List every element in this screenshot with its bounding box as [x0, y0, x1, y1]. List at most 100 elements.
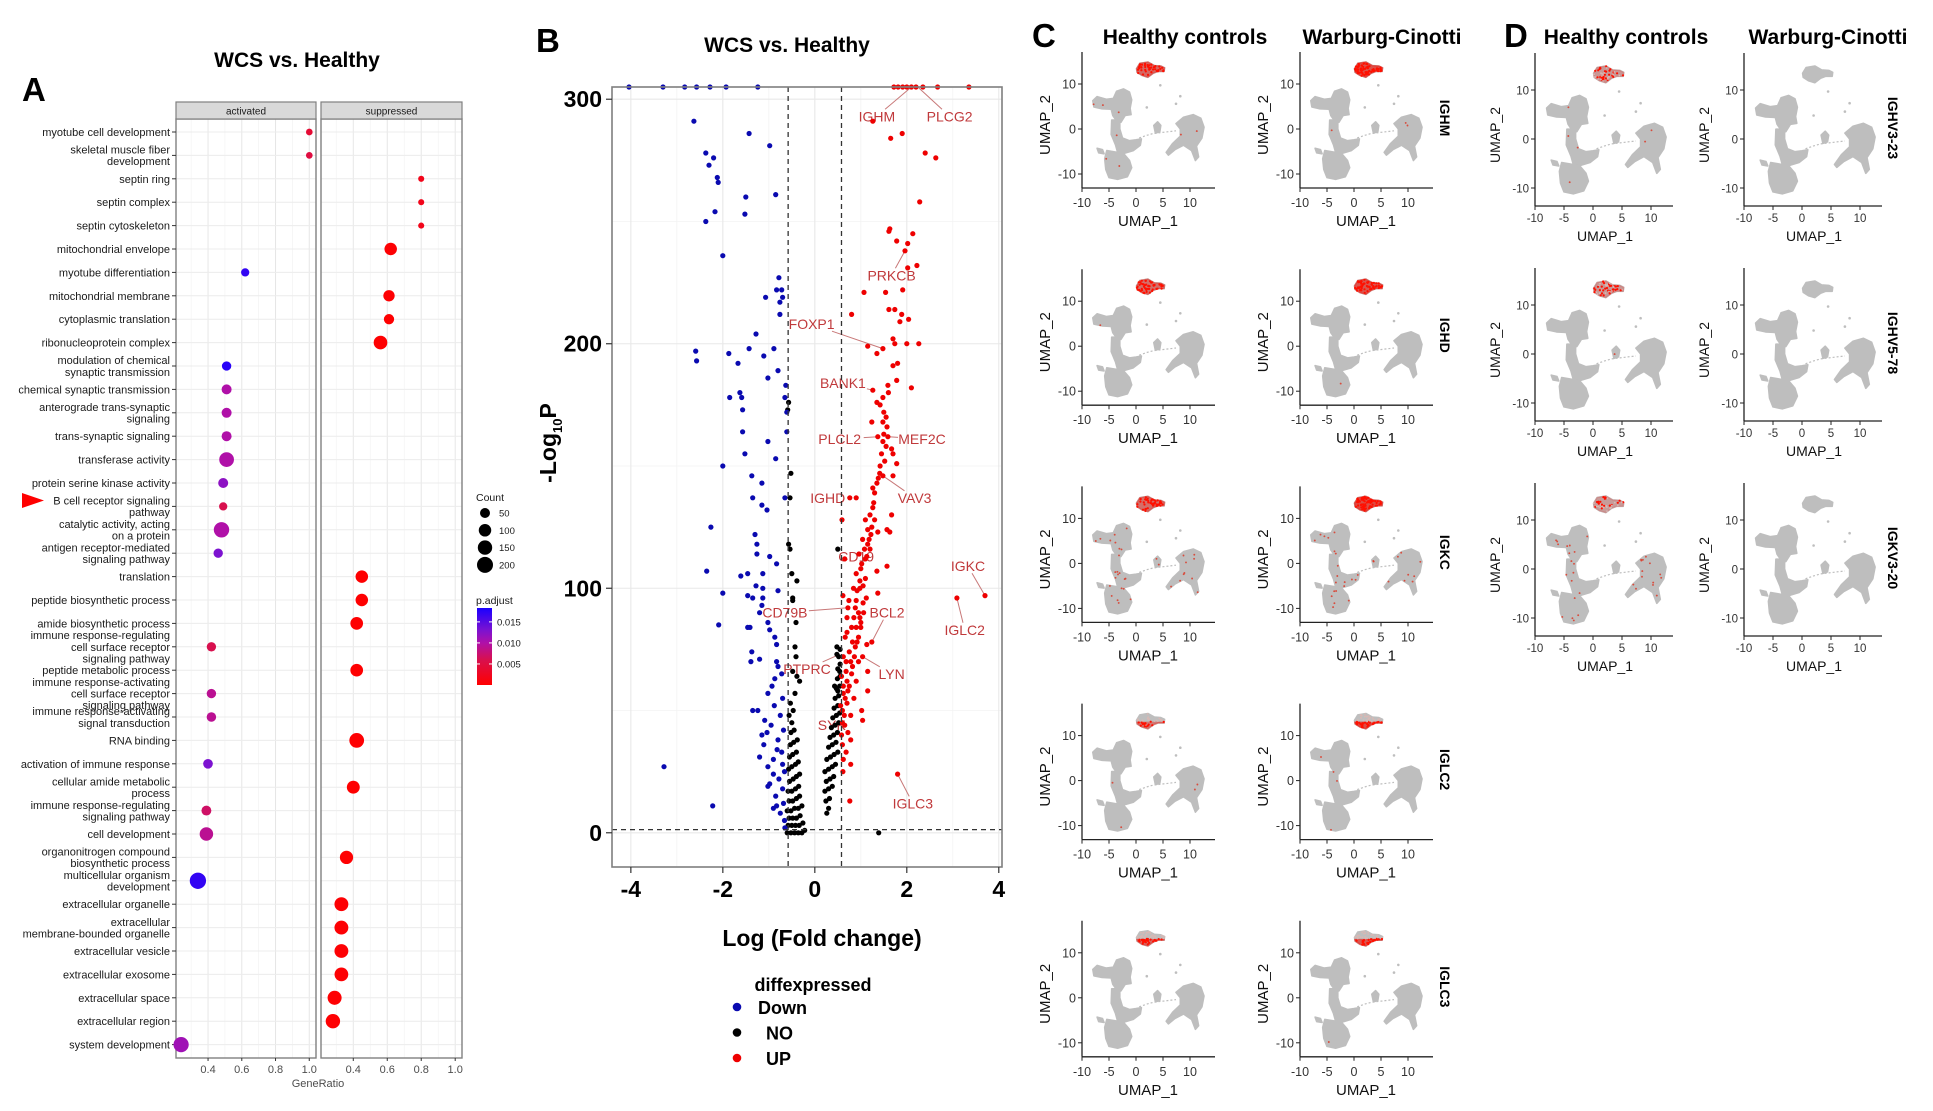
- term-label: amide biosynthetic process: [37, 618, 170, 630]
- umap-cluster: [1103, 1018, 1133, 1049]
- x-tick-label: 5: [1378, 848, 1385, 862]
- cell-dot: [1366, 937, 1369, 940]
- umap-cell: [1377, 518, 1380, 522]
- term-label: organonitrogen compound biosynthetic proc…: [42, 847, 171, 871]
- umap-cluster: [1321, 801, 1351, 832]
- umap-cluster: [1611, 345, 1621, 360]
- expression-dot: [1151, 724, 1154, 727]
- volcano-point: [894, 461, 900, 467]
- term-label-line: trans-synaptic signaling: [55, 431, 170, 443]
- y-tick-label: 10: [1516, 516, 1529, 528]
- expression-dot: [1641, 570, 1644, 573]
- x-axis-title: Log (Fold change): [722, 925, 921, 951]
- umap-cluster: [1314, 1016, 1323, 1024]
- term-label: trans-synaptic signaling: [55, 431, 170, 443]
- y-tick-label: 10: [1516, 86, 1529, 98]
- expression-dot: [1162, 70, 1165, 73]
- expression-dot: [1140, 282, 1143, 285]
- gene-row-label: IGLC2: [1437, 749, 1453, 790]
- x-tick-label: -5: [1321, 848, 1332, 862]
- cell-dot: [1600, 78, 1602, 81]
- expression-dot: [1370, 500, 1373, 503]
- x-tick-label: 1.0: [302, 1064, 317, 1076]
- term-label-line: pathway: [129, 507, 170, 519]
- cell-dot: [1605, 67, 1608, 69]
- umap-cluster: [1545, 309, 1590, 348]
- umap-cell: [1826, 90, 1830, 93]
- expression-dot: [1116, 570, 1119, 573]
- y-axis-title: UMAP_2: [1255, 95, 1272, 155]
- enrichment-dot: [383, 314, 395, 325]
- cell-dot: [1161, 720, 1164, 722]
- y-tick-label: 200: [564, 331, 602, 357]
- enrichment-dot: [221, 431, 232, 442]
- volcano-point: [775, 737, 781, 743]
- y-axis-title: UMAP_2: [1696, 537, 1712, 593]
- volcano-point: [869, 524, 875, 530]
- volcano-point: [886, 306, 892, 313]
- volcano-point: [740, 429, 746, 435]
- x-tick-label: 2: [900, 876, 913, 902]
- volcano-point: [727, 394, 733, 401]
- volcano-point: [735, 360, 741, 366]
- cell-dot: [1611, 504, 1613, 507]
- y-tick-label: 0: [1287, 123, 1294, 137]
- umap-cell: [1843, 110, 1847, 113]
- expression-dot: [1370, 70, 1373, 73]
- facet-panel-background: [321, 119, 462, 1058]
- volcano-point: [769, 683, 775, 689]
- volcano-point: [894, 238, 900, 244]
- volcano-point: [858, 624, 864, 631]
- volcano-point: [865, 343, 871, 349]
- cell-dot: [1602, 79, 1605, 82]
- gene-label: MEF2C: [898, 431, 945, 447]
- expression-dot: [1376, 500, 1379, 503]
- expression-dot: [1655, 594, 1658, 597]
- expression-dot: [1364, 71, 1367, 74]
- gene-label: VAV3: [898, 490, 932, 506]
- volcano-point: [843, 659, 849, 665]
- gene-label: BANK1: [820, 375, 866, 391]
- cell-dot: [1149, 932, 1152, 935]
- umap-cluster: [1092, 305, 1133, 341]
- volcano-point: [720, 253, 726, 259]
- expression-dot: [1145, 283, 1148, 286]
- expression-dot: [1641, 575, 1643, 578]
- volcano-point: [824, 756, 830, 763]
- term-label-line: immune response-regulating: [31, 800, 170, 812]
- expression-dot: [1400, 551, 1403, 554]
- volcano-point: [826, 786, 832, 792]
- volcano-point: [788, 830, 794, 836]
- term-label-line: anterograde trans-synaptic: [39, 402, 170, 414]
- term-label: myotube differentiation: [59, 267, 170, 279]
- umap-plot: -10 -5 0 5 10 10 0 -10 UMAP_1 UMAP_2: [1037, 486, 1215, 664]
- expression-dot: [1117, 573, 1119, 576]
- volcano-point: [839, 707, 846, 714]
- cell-dot: [1152, 934, 1154, 936]
- expression-dot: [1648, 562, 1651, 565]
- expression-dot: [1358, 71, 1361, 74]
- expression-dot: [1361, 724, 1364, 727]
- expression-dot: [1160, 287, 1163, 290]
- expression-dot: [1159, 500, 1162, 503]
- expression-dot: [1327, 536, 1330, 539]
- volcano-point: [982, 593, 988, 599]
- umap-cluster: [1110, 119, 1143, 155]
- volcano-point: [793, 619, 799, 626]
- cell-dot: [1606, 510, 1608, 512]
- expression-dot: [1608, 73, 1611, 76]
- umap-cluster: [1321, 1018, 1351, 1049]
- expression-dot: [1156, 499, 1159, 502]
- umap-cluster: [1371, 121, 1380, 134]
- expression-dot: [1334, 552, 1337, 555]
- expression-dot: [1364, 503, 1367, 506]
- cell-dot: [1152, 937, 1155, 940]
- volcano-point: [883, 289, 889, 295]
- volcano-point: [776, 275, 782, 281]
- panel-b-volcano: B WCS vs. Healthy IGHM PLCG2 PRKCB FOXP1 BAN…: [535, 22, 1005, 1069]
- expression-dot: [1366, 281, 1369, 284]
- enrichment-dot: [206, 688, 217, 699]
- umap-cell: [1174, 971, 1178, 974]
- x-tick-label: -10: [1736, 213, 1753, 225]
- volcano-point: [794, 578, 800, 584]
